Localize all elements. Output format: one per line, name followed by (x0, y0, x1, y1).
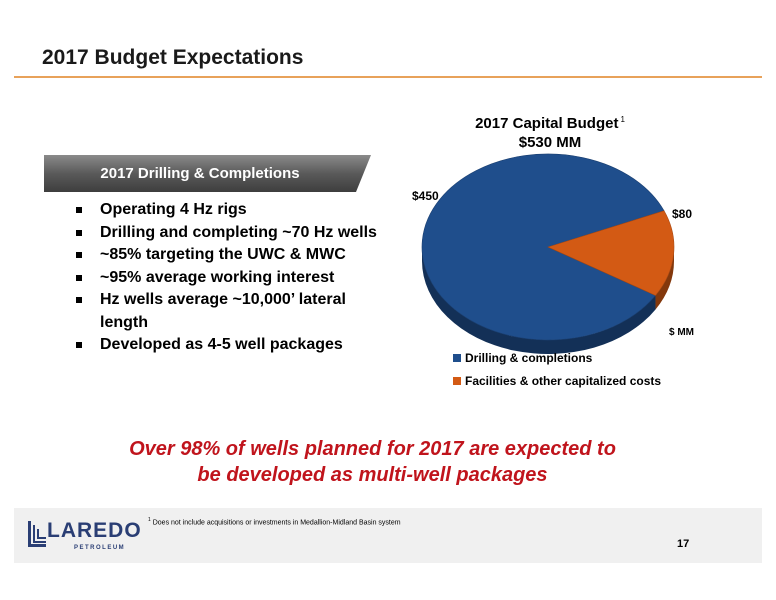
legend-swatch (453, 377, 461, 385)
pie-slice-side (655, 247, 674, 310)
legend-label: Drilling & completions (465, 351, 593, 365)
chart-legend: Drilling & completions Facilities & othe… (453, 351, 661, 397)
slice-value-label: $80 (672, 207, 693, 221)
bullet-square-icon (76, 342, 82, 348)
title-divider (14, 76, 762, 78)
list-item: ~95% average working interest (76, 267, 386, 290)
list-item: Drilling and completing ~70 Hz wells (76, 222, 386, 245)
list-item: Operating 4 Hz rigs (76, 199, 386, 222)
company-logo: LAREDO PETROLEUM (26, 515, 141, 555)
legend-swatch (453, 354, 461, 362)
list-item: Hz wells average ~10,000’ lateral length (76, 289, 386, 334)
bullet-text: Hz wells average ~10,000’ lateral length (100, 291, 346, 331)
pie-slice-facilities (547, 210, 675, 296)
page-title: 2017 Budget Expectations (42, 46, 304, 69)
section-banner: 2017 Drilling & Completions (44, 155, 371, 192)
chart-title-block: 2017 Capital Budget 1 $530 MM (440, 110, 660, 152)
chart-unit-label: $ MM (669, 327, 694, 338)
bullet-square-icon (76, 207, 82, 213)
bullet-text: Drilling and completing ~70 Hz wells (100, 223, 377, 241)
list-item: ~85% targeting the UWC & MWC (76, 244, 386, 267)
bullet-text: ~95% average working interest (100, 268, 335, 286)
bullet-square-icon (76, 252, 82, 258)
footnote: 1 Does not include acquisitions or inves… (148, 517, 401, 526)
legend-item: Facilities & other capitalized costs (453, 374, 661, 397)
callout-line: be developed as multi-well packages (197, 464, 548, 486)
bullet-text: ~85% targeting the UWC & MWC (100, 246, 346, 263)
logo-wordmark: LAREDO (47, 519, 142, 542)
legend-label: Facilities & other capitalized costs (465, 374, 662, 388)
section-banner-label: 2017 Drilling & Completions (100, 165, 300, 182)
page-number: 17 (677, 538, 690, 550)
pie-slice-drilling (421, 153, 665, 341)
bullet-list: Operating 4 Hz rigs Drilling and complet… (76, 199, 386, 357)
bullet-square-icon (76, 229, 82, 236)
logo-subtitle: PETROLEUM (74, 545, 126, 551)
chart-subtitle: $530 MM (518, 134, 582, 151)
chart-title-footnote-marker: 1 (620, 115, 625, 124)
bullet-square-icon (76, 274, 82, 281)
callout-statement: Over 98% of wells planned for 2017 are e… (100, 436, 645, 488)
legend-item: Drilling & completions (453, 351, 661, 374)
callout-line: Over 98% of wells planned for 2017 are e… (129, 438, 616, 460)
bullet-square-icon (76, 297, 82, 303)
logo-mark-icon (28, 521, 46, 547)
footnote-marker: 1 (148, 517, 151, 523)
pie-slice-side (421, 247, 656, 354)
footnote-text: Does not include acquisitions or investm… (152, 519, 401, 527)
bullet-text: Operating 4 Hz rigs (100, 201, 247, 218)
bullet-text: Developed as 4-5 well packages (100, 336, 343, 353)
list-item: Developed as 4-5 well packages (76, 334, 386, 357)
footer-band (14, 508, 762, 563)
chart-title: 2017 Capital Budget (475, 115, 619, 132)
slice-value-label: $450 (412, 189, 439, 203)
